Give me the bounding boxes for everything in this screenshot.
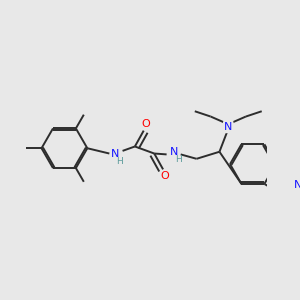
Text: H: H — [116, 157, 123, 166]
Text: O: O — [141, 119, 150, 130]
Text: N: N — [224, 122, 232, 132]
Text: N: N — [169, 147, 178, 157]
Text: H: H — [175, 155, 182, 164]
Text: N: N — [293, 181, 300, 190]
Text: N: N — [111, 148, 120, 158]
Text: O: O — [160, 170, 169, 181]
